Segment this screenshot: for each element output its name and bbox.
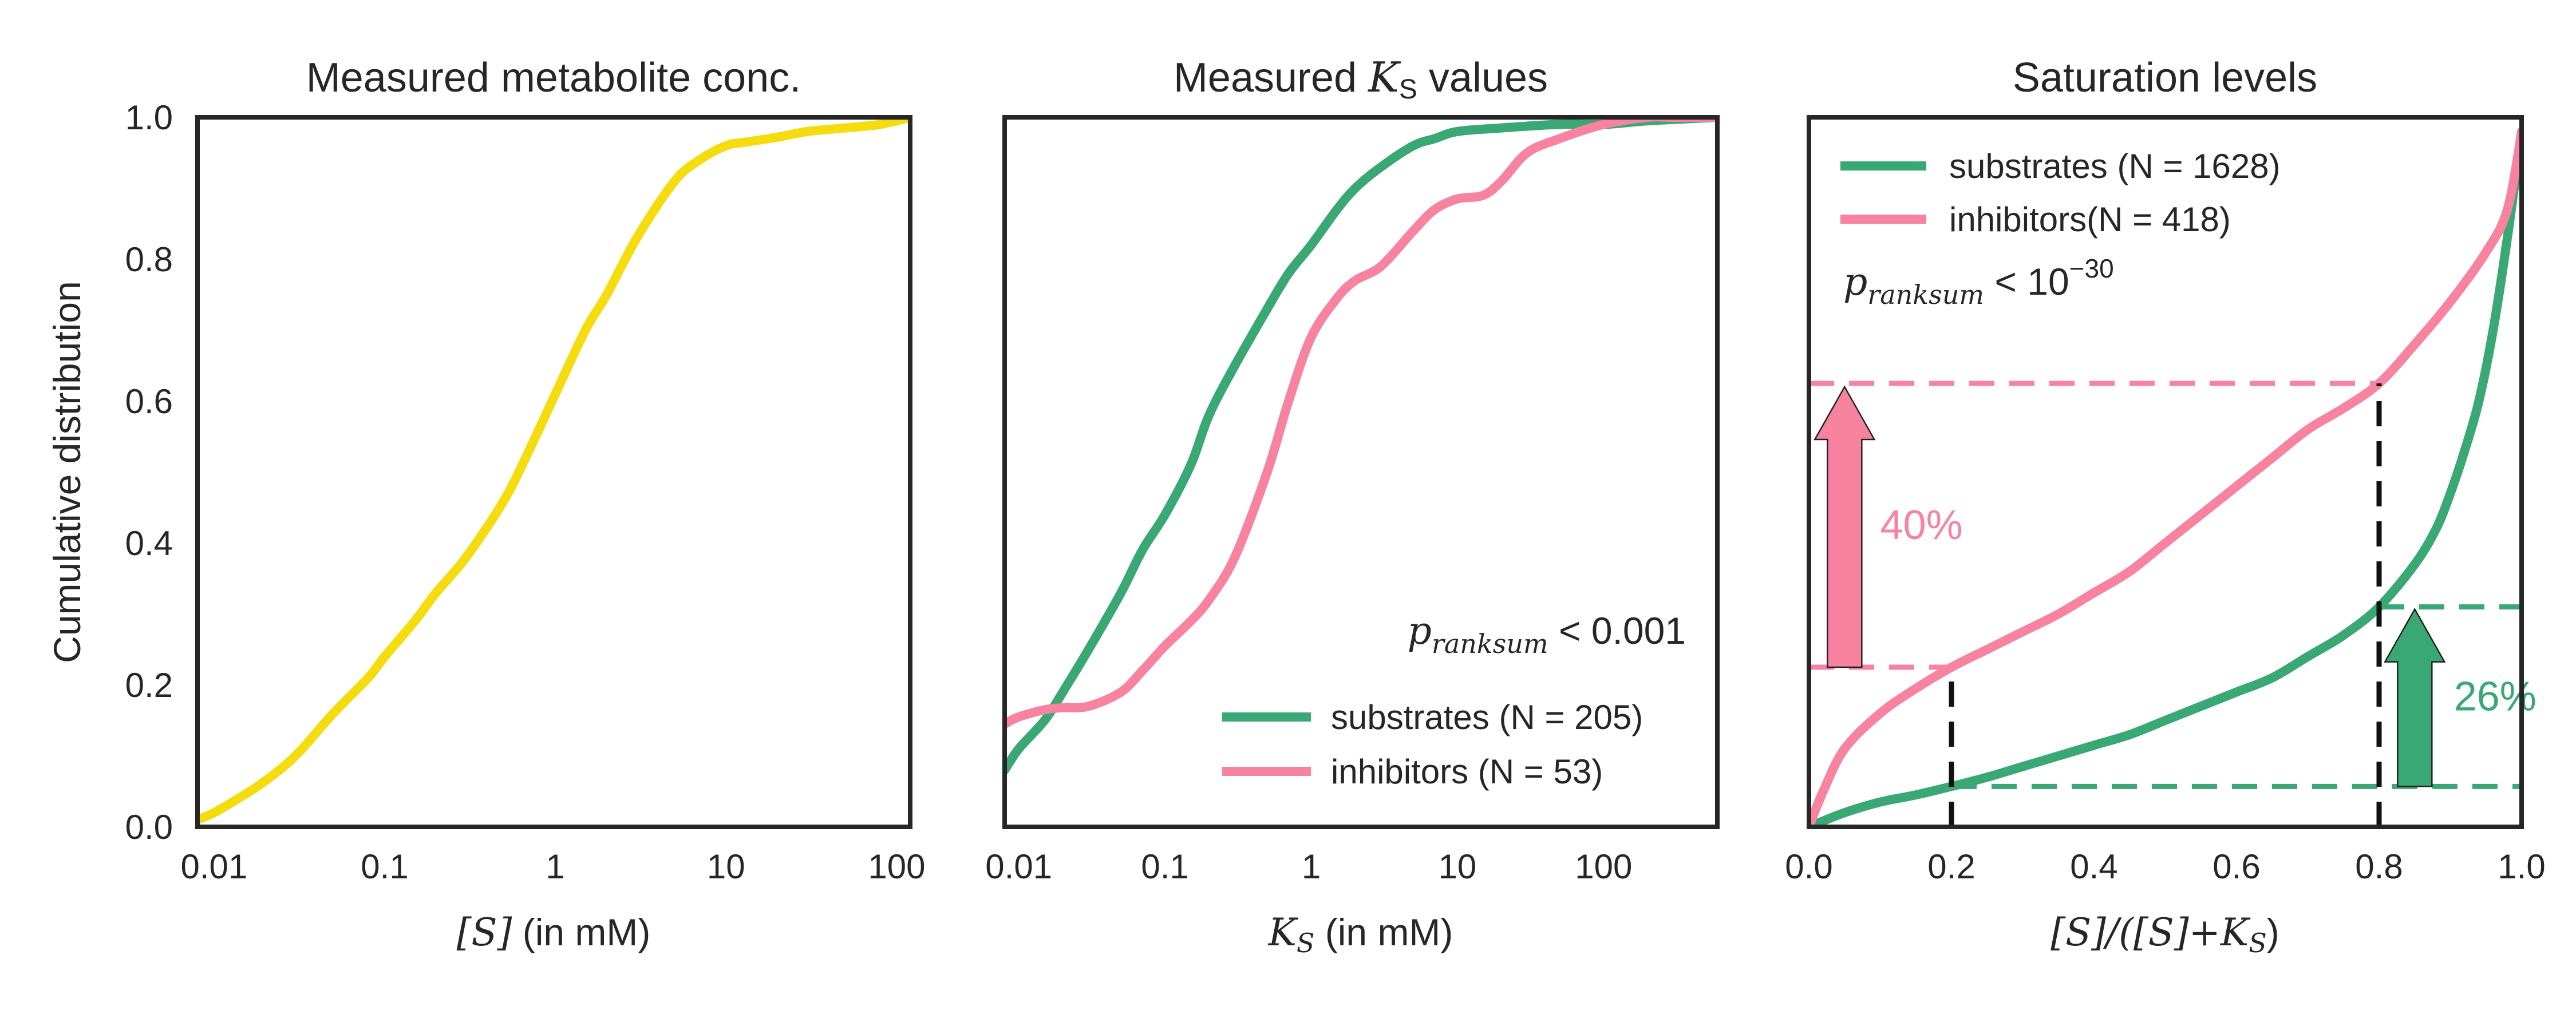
x-tick-label: 100 <box>1575 847 1632 886</box>
panel2-plot-area <box>1005 117 1717 775</box>
y-tick-label: 0.2 <box>125 666 173 704</box>
panel3-frame <box>1807 115 2524 829</box>
series-line-green <box>1809 126 2522 827</box>
x-tick-label: 0.4 <box>2070 847 2117 886</box>
legend-label-inhibitors-418: inhibitors(N = 418) <box>1949 200 2231 239</box>
x-tick-label: 0.6 <box>2212 847 2260 886</box>
panel2-pvalue: pranksum < 0.001 <box>1408 609 1686 659</box>
panel3-xticks: 0.0 0.2 0.4 0.6 0.8 1.0 <box>1785 847 2545 886</box>
pink-difference-label: 40% <box>1880 502 1963 548</box>
x-tick-label: 0.0 <box>1785 847 1832 886</box>
panel1-xlabel: [S] (in mM) <box>457 910 651 954</box>
panel-ks-values: Measured KS values 0.01 0.1 1 10 100 KS (in … <box>985 53 1720 958</box>
y-tick-label: 0.8 <box>125 240 173 279</box>
legend-label-substrates: substrates (N = 205) <box>1331 698 1643 736</box>
panel-saturation-levels: Saturation levels 0.0 0.2 0.4 0.6 0.8 1.0 40%… <box>1785 55 2545 958</box>
x-tick-label: 10 <box>707 847 745 886</box>
panel1-xticks: 0.01 0.1 1 10 100 <box>181 847 926 886</box>
x-tick-label: 1 <box>546 847 564 886</box>
y-tick-label: 1.0 <box>125 98 173 137</box>
panel1-frame <box>195 115 912 829</box>
legend-label-substrates-1628: substrates (N = 1628) <box>1949 147 2281 185</box>
legend-label-inhibitors: inhibitors (N = 53) <box>1331 752 1603 791</box>
panel3-title: Saturation levels <box>2013 55 2317 101</box>
panel1-yticks: 0.0 0.2 0.4 0.6 0.8 1.0 <box>125 98 173 846</box>
green-difference-arrow <box>2384 608 2446 787</box>
panel-metabolite-conc: Measured metabolite conc. Cumulative dis… <box>46 55 925 954</box>
y-tick-label: 0.4 <box>125 524 173 562</box>
x-tick-label: 0.01 <box>181 847 248 886</box>
series-line-green <box>1005 117 1717 775</box>
x-tick-label: 10 <box>1439 847 1477 886</box>
x-tick-label: 0.01 <box>985 847 1052 886</box>
panel2-xlabel: KS (in mM) <box>1268 910 1453 958</box>
x-tick-label: 0.2 <box>1927 847 1975 886</box>
x-tick-label: 1.0 <box>2498 847 2545 886</box>
panel3-xlabel: [S]/([S]+KS) <box>2050 910 2279 958</box>
y-tick-label: 0.6 <box>125 382 173 421</box>
panel3-pvalue: pranksum < 10−30 <box>1843 253 2114 310</box>
x-tick-label: 0.8 <box>2355 847 2403 886</box>
y-tick-label: 0.0 <box>125 808 173 846</box>
panel2-frame <box>1002 115 1720 829</box>
panel2-legend: substrates (N = 205) inhibitors (N = 53) <box>1222 698 1643 791</box>
pink-difference-arrow <box>1814 385 1876 668</box>
panel3-plot-area <box>1809 126 2522 827</box>
x-tick-label: 1 <box>1302 847 1321 886</box>
panel2-title: Measured KS values <box>1174 53 1548 105</box>
x-tick-label: 0.1 <box>361 847 408 886</box>
panel3-annotations: 40% 26% <box>1809 381 2537 827</box>
panel3-legend: substrates (N = 1628) inhibitors(N = 418… <box>1840 147 2281 239</box>
series-line-pink <box>1809 126 2522 827</box>
panel1-plot-area <box>197 117 910 825</box>
panel1-ylabel: Cumulative distribution <box>46 281 88 663</box>
series-line-pink <box>1005 117 1717 729</box>
panel2-xticks: 0.01 0.1 1 10 100 <box>985 847 1632 886</box>
x-tick-label: 0.1 <box>1141 847 1188 886</box>
green-difference-label: 26% <box>2454 674 2537 720</box>
x-tick-label: 100 <box>868 847 925 886</box>
panel1-title: Measured metabolite conc. <box>306 55 801 101</box>
series-line-yellow <box>197 117 910 825</box>
